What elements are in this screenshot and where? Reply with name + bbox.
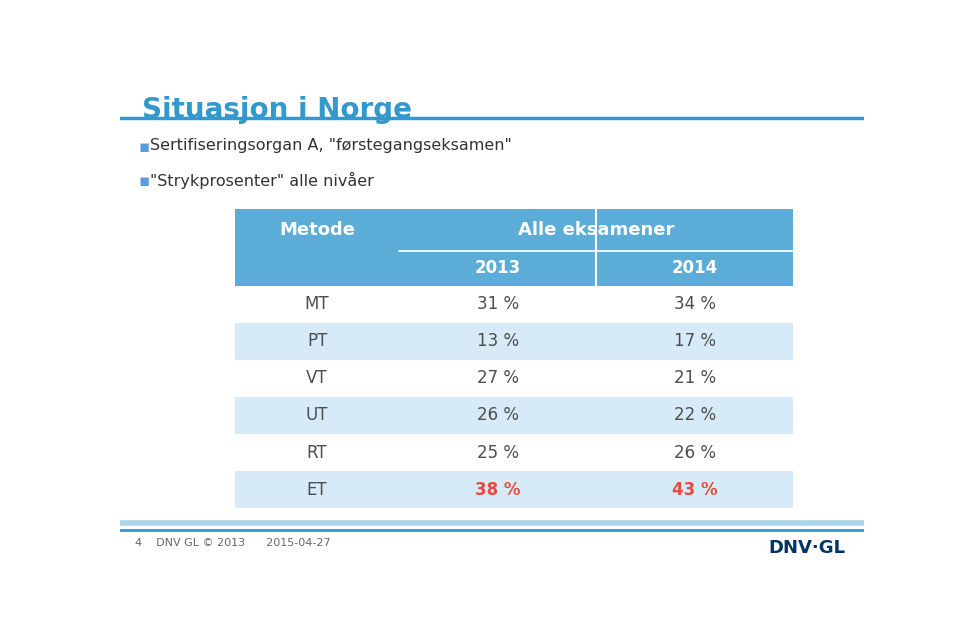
Text: DNV·GL: DNV·GL <box>768 540 846 557</box>
Bar <box>596 286 793 323</box>
Bar <box>235 397 399 434</box>
Text: 2014: 2014 <box>672 259 718 277</box>
Bar <box>596 323 793 360</box>
Bar <box>399 397 596 434</box>
Bar <box>235 360 399 397</box>
Text: ▪: ▪ <box>138 172 150 190</box>
Bar <box>399 471 596 508</box>
Text: PT: PT <box>307 333 327 350</box>
Text: 26 %: 26 % <box>476 406 518 424</box>
Text: 21 %: 21 % <box>674 369 716 387</box>
Bar <box>235 471 399 508</box>
Text: 2013: 2013 <box>474 259 520 277</box>
Text: Alle eksamener: Alle eksamener <box>518 220 674 239</box>
Text: VT: VT <box>306 369 328 387</box>
Text: RT: RT <box>307 443 327 462</box>
Text: "Strykprosenter" alle nivåer: "Strykprosenter" alle nivåer <box>150 172 373 189</box>
Text: 34 %: 34 % <box>674 296 716 313</box>
Text: 38 %: 38 % <box>475 480 520 499</box>
Text: 43 %: 43 % <box>672 480 717 499</box>
Bar <box>235 323 399 360</box>
Text: ▪: ▪ <box>138 138 150 156</box>
Bar <box>596 360 793 397</box>
Bar <box>235 286 399 323</box>
Bar <box>399 209 793 250</box>
Bar <box>596 397 793 434</box>
Text: 17 %: 17 % <box>674 333 716 350</box>
Text: 27 %: 27 % <box>476 369 518 387</box>
Text: 22 %: 22 % <box>674 406 716 424</box>
Text: UT: UT <box>306 406 328 424</box>
Bar <box>596 471 793 508</box>
Bar <box>235 209 399 250</box>
Bar <box>399 286 596 323</box>
Bar <box>399 323 596 360</box>
Text: 13 %: 13 % <box>476 333 518 350</box>
Text: ET: ET <box>307 480 327 499</box>
Text: 25 %: 25 % <box>476 443 518 462</box>
Text: Situasjon i Norge: Situasjon i Norge <box>142 96 413 124</box>
Bar <box>235 250 399 286</box>
Text: Sertifiseringsorgan A, "førstegangseksamen": Sertifiseringsorgan A, "førstegangseksam… <box>150 138 512 153</box>
Bar <box>235 434 399 471</box>
Bar <box>399 434 596 471</box>
Bar <box>596 434 793 471</box>
Bar <box>596 250 793 286</box>
Text: MT: MT <box>305 296 329 313</box>
Text: 31 %: 31 % <box>476 296 518 313</box>
Text: 26 %: 26 % <box>674 443 716 462</box>
Text: 4    DNV GL © 2013      2015-04-27: 4 DNV GL © 2013 2015-04-27 <box>134 538 330 548</box>
Bar <box>399 360 596 397</box>
Text: Metode: Metode <box>279 220 355 239</box>
Bar <box>399 250 596 286</box>
